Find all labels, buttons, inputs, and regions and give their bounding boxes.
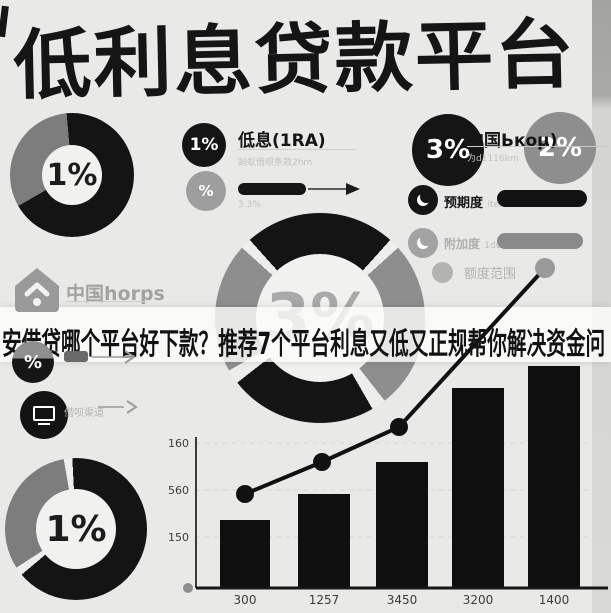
divider-line	[66, 301, 146, 302]
right-edge-shade	[592, 0, 611, 613]
channel-label: 借呗渠道	[64, 408, 104, 419]
trend-marker	[236, 485, 254, 503]
donut-chart-bottom-left: 1%	[5, 458, 147, 600]
y-axis-tick-label: 160	[168, 437, 189, 450]
y-axis-tick-label: 560	[168, 484, 189, 497]
trend-marker	[390, 418, 408, 436]
home-caption: 中国horps	[66, 283, 165, 305]
monitor-base-glyph	[38, 422, 50, 425]
crescent-glyph	[417, 237, 429, 249]
x-axis-tick-label: 3450	[387, 593, 418, 607]
bar	[376, 462, 428, 588]
divider-line	[238, 149, 356, 150]
right-arrow-icon-gray	[98, 400, 138, 414]
x-axis-tick-label: 300	[234, 593, 257, 607]
low-interest-badge: 1%	[182, 123, 226, 167]
bullet-dot-icon	[432, 262, 453, 283]
progress-pill	[238, 183, 306, 195]
clock-icon-gray	[408, 228, 438, 258]
right-arrow-icon	[308, 183, 360, 195]
trend-marker	[313, 453, 331, 471]
bar	[452, 388, 504, 588]
percent-badge: %	[186, 171, 226, 211]
row2-label-text: 附加度	[444, 237, 481, 251]
donut-bottom-left-value: 1%	[36, 489, 116, 569]
origin-dot	[183, 583, 193, 593]
small-bar	[64, 351, 88, 362]
low-interest-subtext: 蚂蚁借呗条款2hm	[238, 158, 313, 168]
monitor-icon	[20, 391, 68, 439]
donut-chart-top-left: 1%	[10, 113, 134, 237]
row2-label: 附加度 1dud	[444, 235, 507, 252]
china-black-badge: 3%	[412, 114, 484, 186]
crescent-glyph	[417, 194, 429, 206]
percent-circle: %	[12, 341, 54, 383]
china-heading: 中国Ькоμ)	[467, 131, 558, 151]
y-axis-tick-label: 150	[168, 531, 189, 544]
china-gray-badge: 2%	[524, 112, 596, 184]
x-axis-tick-label: 1257	[309, 593, 340, 607]
trend-marker	[535, 258, 555, 278]
x-axis-tick-label: 1400	[539, 593, 570, 607]
rate-subtext: 3.3%	[238, 200, 261, 210]
quota-range-label: 额度范围	[464, 267, 517, 282]
row2-suffix: 1dud	[484, 241, 508, 251]
bar	[528, 366, 580, 588]
row1-bar	[497, 190, 587, 207]
right-arrow-icon-gray	[92, 350, 136, 364]
x-axis-tick-label: 3200	[463, 593, 494, 607]
low-interest-heading: 低息(1RA)	[238, 131, 326, 151]
row1-label: 预期度 item	[444, 192, 508, 211]
row1-suffix: item	[487, 200, 508, 210]
page-title: 低利息贷款平台	[12, 9, 577, 110]
donut-top-left-value: 1%	[42, 145, 102, 205]
home-icon	[15, 268, 59, 312]
monitor-screen-glyph	[33, 405, 55, 421]
row1-label-text: 预期度	[444, 196, 484, 211]
clock-icon	[408, 185, 438, 215]
row2-bar	[497, 233, 583, 249]
corner-mark	[0, 5, 9, 38]
bar	[298, 494, 350, 588]
bar	[220, 520, 270, 588]
divider-line	[467, 146, 608, 147]
china-subtext: 为d1116km	[467, 154, 519, 164]
